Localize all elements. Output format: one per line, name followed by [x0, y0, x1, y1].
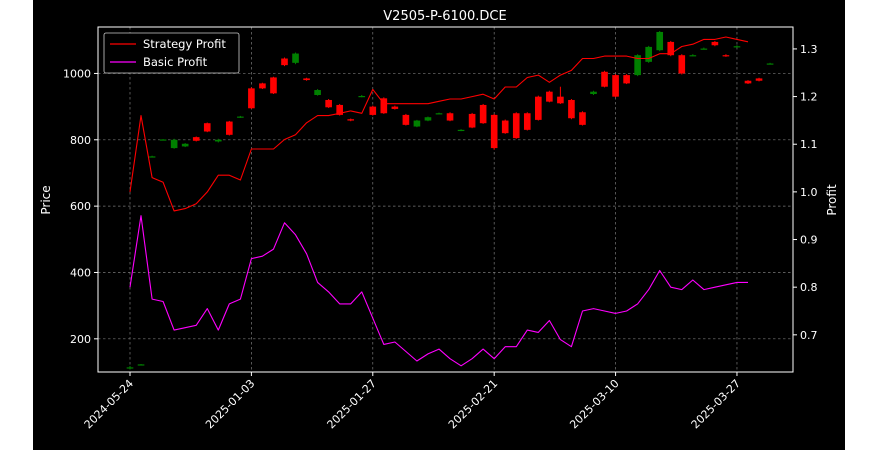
basic-profit-line	[129, 215, 748, 367]
candle-body	[667, 41, 675, 56]
candle-body	[678, 55, 686, 74]
candle-body	[237, 116, 244, 118]
candle-body	[590, 91, 597, 95]
strategy-profit-line	[129, 36, 749, 212]
candlesticks	[126, 30, 774, 370]
candle-body	[689, 55, 697, 57]
candle-body	[568, 99, 575, 119]
candle-body	[281, 58, 288, 66]
candle-body	[468, 113, 476, 128]
candle-body	[358, 96, 366, 98]
candle-body	[755, 78, 763, 81]
candle-body	[270, 77, 277, 94]
candle-body	[126, 367, 134, 369]
right-tick-label: 1.2	[800, 91, 818, 104]
candle-body	[700, 48, 708, 50]
candle-body	[391, 106, 399, 109]
candle-body	[159, 139, 167, 141]
left-tick-label: 200	[70, 333, 91, 346]
candle-body	[369, 106, 377, 115]
candle-body	[170, 139, 178, 149]
candle-body	[512, 113, 520, 139]
plot-frame	[97, 26, 794, 373]
candle-body	[380, 98, 388, 114]
candle-body	[292, 53, 299, 63]
candle-body	[557, 96, 564, 104]
candle-body	[259, 83, 266, 89]
candle-body	[766, 63, 774, 65]
candle-body	[336, 104, 343, 115]
candle-body	[248, 88, 255, 109]
left-price-axis: 200 400 600 800 1000	[63, 67, 98, 346]
left-tick-label: 1000	[63, 67, 91, 80]
candle-body	[347, 119, 355, 121]
candle-body	[501, 120, 509, 134]
candle-body	[303, 78, 310, 81]
left-tick-label: 600	[70, 200, 91, 213]
candle-body	[634, 55, 641, 76]
candle-body	[744, 80, 752, 84]
left-tick-label: 400	[70, 266, 91, 279]
right-profit-axis: 0.7 0.8 0.9 1.0 1.1 1.2 1.3	[793, 43, 818, 342]
legend-box	[103, 32, 240, 74]
chart-title: V2505-P-6100.DCE	[383, 9, 506, 24]
legend: Strategy Profit Basic Profit	[103, 32, 240, 74]
candle-body	[623, 75, 630, 84]
candle-body	[214, 139, 222, 142]
candle-body	[446, 113, 454, 121]
candle-body	[325, 99, 332, 108]
candle-body	[612, 75, 619, 97]
right-axis-label: Profit	[825, 184, 839, 216]
candle-body	[457, 129, 465, 132]
candle-body	[656, 31, 664, 51]
left-axis-label: Price	[39, 185, 53, 214]
candle-body	[203, 123, 211, 132]
legend-basic-label: Basic Profit	[143, 55, 208, 69]
candle-body	[645, 46, 652, 62]
candle-body	[226, 121, 233, 135]
candle-body	[733, 46, 741, 48]
left-tick-label: 800	[70, 134, 91, 147]
candle-body	[137, 364, 145, 366]
candle-body	[413, 120, 421, 127]
right-tick-label: 1.0	[800, 186, 818, 199]
profit-lines	[129, 36, 749, 367]
candle-body	[479, 104, 487, 124]
right-tick-label: 0.7	[800, 329, 818, 342]
candle-body	[192, 137, 200, 141]
candle-body	[148, 156, 156, 158]
candle-body	[535, 96, 542, 120]
candle-body	[546, 91, 553, 102]
candle-body	[711, 41, 719, 46]
candle-body	[314, 90, 321, 96]
candle-body	[523, 113, 531, 130]
candle-body	[424, 117, 432, 121]
right-tick-label: 1.3	[800, 43, 818, 56]
right-tick-label: 1.1	[800, 138, 818, 151]
candle-body	[181, 143, 189, 147]
candle-body	[601, 71, 608, 87]
right-tick-label: 0.8	[800, 281, 818, 294]
candle-body	[435, 113, 443, 115]
candle-body	[722, 55, 730, 57]
candle-body	[490, 114, 498, 149]
right-tick-label: 0.9	[800, 234, 818, 247]
candle-body	[402, 114, 410, 125]
legend-strategy-label: Strategy Profit	[143, 37, 226, 51]
candle-body	[579, 112, 586, 125]
canvas-background	[33, 0, 845, 450]
